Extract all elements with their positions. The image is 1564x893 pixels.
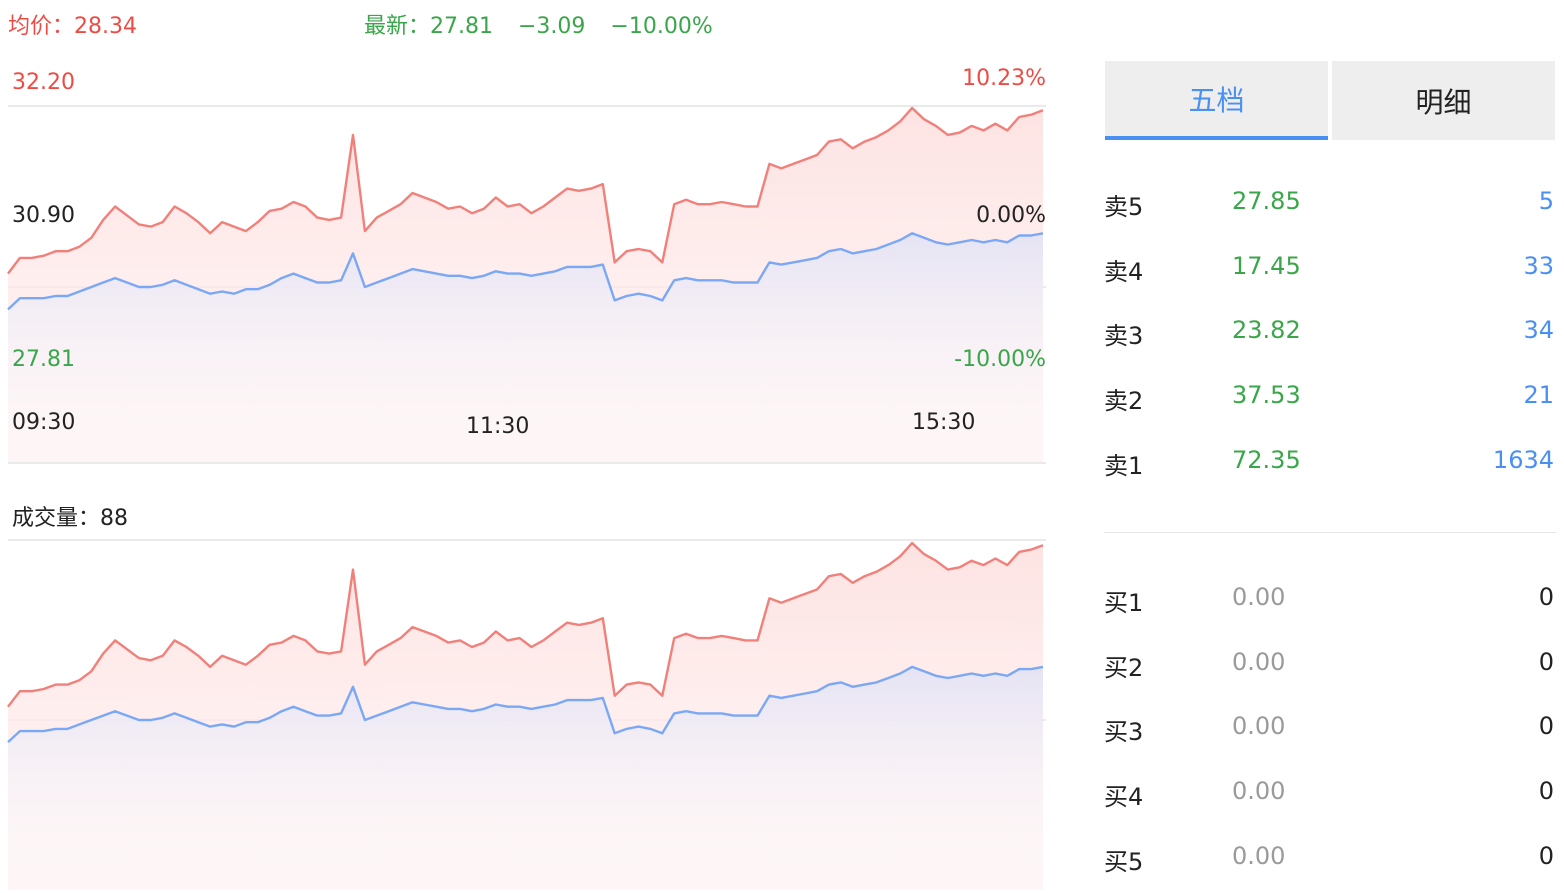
price-axis-min: 27.81 (12, 347, 75, 372)
price-axis-mid: 30.90 (12, 203, 75, 228)
sell-level-1: 卖1 72.35 1634 (1104, 446, 1554, 486)
order-book-divider (1104, 532, 1556, 533)
buy-level-1: 买1 0.00 0 (1104, 583, 1554, 623)
sell-level-price: 37.53 (1232, 381, 1301, 409)
sell-level-label: 卖2 (1104, 387, 1144, 415)
latest-price-value: 27.81 (430, 14, 493, 39)
avg-price-value: 28.34 (74, 14, 137, 39)
volume-value: 88 (100, 506, 129, 531)
buy-level-volume: 0 (1538, 777, 1554, 805)
sell-level-label: 卖3 (1104, 322, 1144, 350)
buy-level-label: 买2 (1104, 654, 1144, 682)
sell-level-volume: 1634 (1492, 446, 1554, 474)
latest-price-label: 最新： (364, 14, 431, 39)
volume-indicator: 成交量：88 (12, 500, 128, 532)
sell-level-label: 卖1 (1104, 452, 1144, 480)
latest-price: 最新：27.81 −3.09 −10.00% (364, 8, 713, 40)
buy-level-price: 0.00 (1232, 648, 1286, 676)
pct-axis-mid: 0.00% (976, 203, 1046, 228)
pct-axis-max: 10.23% (962, 66, 1046, 91)
volume-panel (7, 541, 1044, 890)
sell-level-volume: 34 (1523, 316, 1554, 344)
avg-price: 均价：28.34 (8, 8, 137, 40)
tab-details[interactable]: 明细 (1332, 61, 1555, 140)
sell-level-price: 72.35 (1232, 446, 1301, 474)
time-axis-start: 09:30 (12, 410, 76, 435)
sell-level-label: 卖5 (1104, 193, 1144, 221)
volume-chart-avg-line (7, 665, 1044, 743)
buy-level-volume: 0 (1538, 712, 1554, 740)
buy-level-volume: 0 (1538, 648, 1554, 676)
sell-level-volume: 33 (1523, 252, 1554, 280)
buy-level-2: 买2 0.00 0 (1104, 648, 1554, 688)
buy-level-3: 买3 0.00 0 (1104, 712, 1554, 752)
buy-level-label: 买1 (1104, 589, 1144, 617)
sell-level-price: 17.45 (1232, 252, 1301, 280)
sell-level-3: 卖3 23.82 34 (1104, 316, 1554, 356)
buy-level-volume: 0 (1538, 583, 1554, 611)
buy-level-price: 0.00 (1232, 712, 1286, 740)
avg-price-label: 均价： (8, 14, 75, 39)
sell-level-price: 23.82 (1232, 316, 1301, 344)
time-axis-mid: 11:30 (466, 414, 530, 439)
pct-axis-min: -10.00% (954, 347, 1046, 372)
price-change-pct: −10.00% (610, 14, 713, 39)
buy-level-volume: 0 (1538, 842, 1554, 870)
time-axis-end: 15:30 (912, 410, 976, 435)
sell-level-volume: 21 (1523, 381, 1554, 409)
sell-level-volume: 5 (1538, 187, 1554, 215)
buy-level-4: 买4 0.00 0 (1104, 777, 1554, 817)
buy-level-label: 买5 (1104, 848, 1144, 876)
sell-level-price: 27.85 (1232, 187, 1301, 215)
price-panel (7, 106, 1044, 462)
buy-level-label: 买4 (1104, 783, 1144, 811)
buy-level-label: 买3 (1104, 718, 1144, 746)
buy-level-price: 0.00 (1232, 777, 1286, 805)
price-chart-avg-line (7, 232, 1044, 311)
buy-level-5: 买5 0.00 0 (1104, 842, 1554, 882)
price-chart-avg-area (8, 233, 1043, 462)
volume-chart-price-line (7, 541, 1044, 708)
price-change: −3.09 (518, 14, 586, 39)
sell-level-2: 卖2 37.53 21 (1104, 381, 1554, 421)
tab-five-levels-label: 五档 (1188, 83, 1245, 117)
volume-chart-avg-area (8, 666, 1043, 890)
sell-level-5: 卖5 27.85 5 (1104, 187, 1554, 227)
tab-five-levels[interactable]: 五档 (1105, 61, 1328, 140)
price-axis-max: 32.20 (12, 70, 75, 95)
buy-level-price: 0.00 (1232, 842, 1286, 870)
tab-details-label: 明细 (1415, 85, 1472, 119)
sell-level-4: 卖4 17.45 33 (1104, 252, 1554, 292)
sell-level-label: 卖4 (1104, 258, 1144, 286)
price-chart-price-line (7, 106, 1044, 275)
buy-level-price: 0.00 (1232, 583, 1286, 611)
volume-label: 成交量： (12, 506, 101, 531)
